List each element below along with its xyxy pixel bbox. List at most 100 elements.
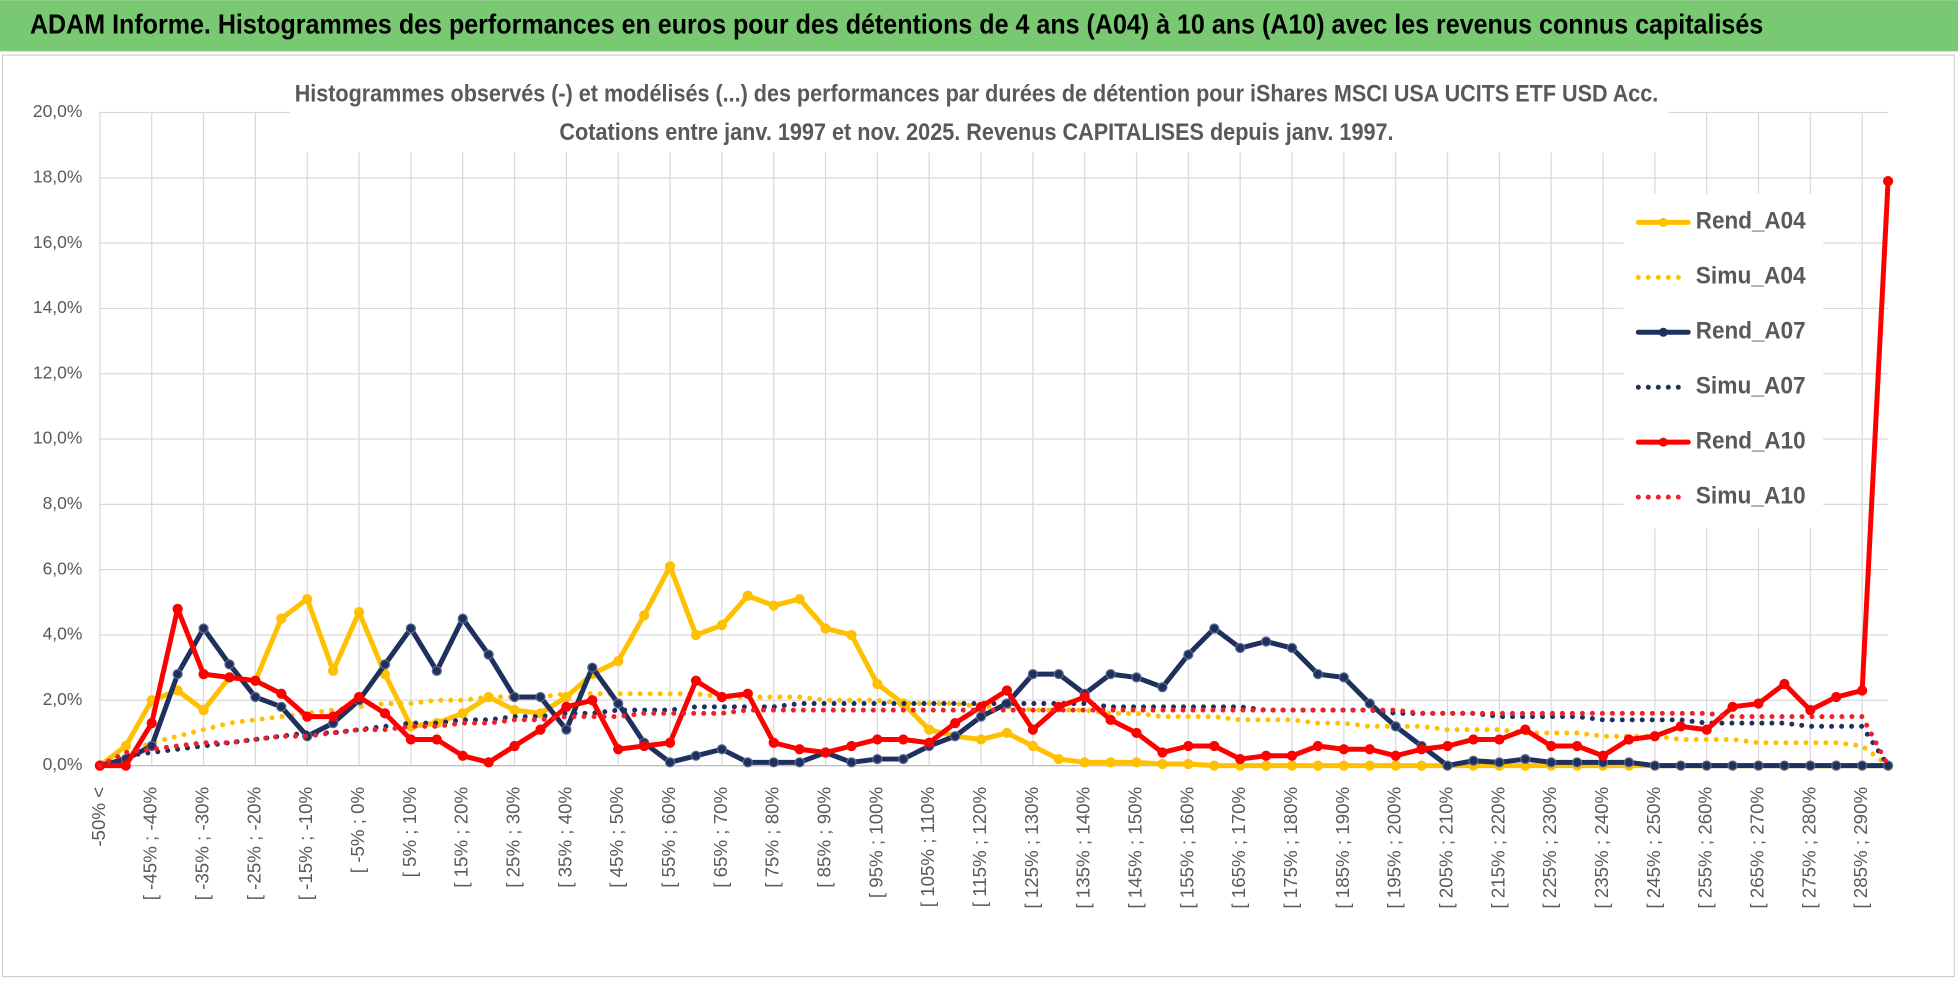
data-point [1286, 760, 1298, 771]
data-point [639, 740, 650, 752]
data-point [1390, 750, 1401, 761]
data-point [1209, 760, 1220, 771]
x-tick-label: [ -45% ; -40% [140, 787, 161, 900]
x-tick-label: [ 235% ; 240% [1591, 787, 1612, 909]
x-tick-label: [ 145% ; 150% [1124, 787, 1145, 909]
data-point [172, 603, 183, 614]
x-tick-label: [ 35% ; 40% [554, 787, 575, 888]
data-point [1027, 740, 1038, 752]
data-point [1312, 760, 1324, 771]
data-point [1312, 740, 1324, 752]
data-point [690, 629, 702, 641]
legend-marker [1658, 437, 1668, 447]
data-point [587, 695, 598, 706]
data-point [405, 623, 417, 634]
data-point [768, 600, 779, 611]
data-point [1390, 760, 1401, 771]
data-point [794, 757, 805, 768]
x-tick-label: [ 95% ; 100% [865, 787, 886, 898]
x-tick-label: [ -15% ; -10% [295, 787, 316, 900]
data-point [535, 724, 546, 735]
data-point [613, 655, 624, 667]
data-point [1235, 642, 1246, 654]
data-point [949, 718, 961, 729]
data-point [276, 688, 287, 699]
data-point [1416, 744, 1427, 755]
x-tick-label: [ 245% ; 250% [1643, 787, 1664, 909]
series-line [97, 563, 1891, 769]
y-tick-label: 2,0% [43, 689, 83, 709]
x-tick-label: [ 265% ; 270% [1746, 787, 1767, 909]
data-point [1183, 758, 1194, 770]
data-point [1442, 760, 1453, 771]
data-point [1649, 760, 1660, 771]
data-point [1649, 731, 1660, 742]
data-point [742, 590, 753, 601]
data-point [1857, 760, 1868, 771]
x-tick-label: [ 125% ; 130% [1021, 787, 1042, 909]
data-point [1468, 734, 1479, 745]
x-tick-label: [ 65% ; 70% [710, 787, 731, 888]
y-tick-label: 8,0% [43, 493, 83, 513]
x-tick-label: [ 25% ; 30% [503, 787, 524, 888]
data-point [613, 744, 624, 755]
title-bg [289, 77, 1669, 153]
data-point [949, 731, 961, 742]
data-point [1105, 714, 1116, 725]
data-point [1675, 721, 1686, 732]
legend-bg [1623, 193, 1824, 529]
data-point [1753, 760, 1764, 771]
data-point [457, 613, 468, 624]
data-point [250, 675, 261, 686]
data-point [820, 623, 831, 634]
data-point [561, 724, 572, 735]
data-point [509, 704, 520, 716]
x-tick-label: [ 185% ; 190% [1332, 787, 1353, 909]
data-point [1131, 672, 1142, 683]
data-point [1882, 760, 1894, 771]
x-tick-label: [ 155% ; 160% [1176, 787, 1197, 909]
data-point [664, 561, 676, 572]
x-tick-label: [ 55% ; 60% [658, 787, 679, 888]
data-point [690, 675, 702, 686]
data-point [794, 744, 805, 755]
data-point [302, 593, 313, 605]
data-point [431, 665, 442, 677]
data-point [1597, 750, 1609, 761]
x-tick-label: [ 105% ; 110% [917, 787, 938, 907]
legend-label: Simu_A07 [1696, 373, 1806, 399]
data-point [561, 701, 572, 712]
data-point [690, 750, 702, 761]
data-point [1546, 757, 1557, 768]
data-point [379, 659, 391, 670]
data-point [975, 734, 987, 745]
x-tick-label: [ -25% ; -20% [243, 787, 264, 900]
data-point [1157, 682, 1168, 693]
data-point [846, 629, 857, 641]
data-point [1338, 744, 1349, 755]
data-point [1520, 724, 1531, 735]
y-tick-label: 20,0% [33, 101, 83, 121]
data-point [820, 747, 831, 758]
data-point [716, 744, 727, 755]
data-point [1727, 760, 1738, 771]
data-point [1571, 740, 1583, 752]
data-point [1286, 750, 1298, 761]
data-point [1468, 755, 1479, 766]
x-tick-label: [ -5% ; 0% [347, 787, 368, 873]
y-tick-label: 14,0% [33, 297, 83, 317]
data-point [1260, 636, 1272, 647]
x-tick-label: [ 195% ; 200% [1384, 787, 1405, 909]
data-point [872, 753, 883, 765]
data-point [1805, 704, 1816, 716]
data-point [1390, 721, 1401, 732]
data-point [198, 669, 209, 680]
data-point [198, 623, 209, 634]
data-point [1701, 724, 1712, 735]
data-point [613, 698, 624, 709]
data-point [716, 620, 727, 631]
data-point [1571, 757, 1583, 768]
data-point [224, 672, 235, 683]
x-tick-label: [ 205% ; 210% [1435, 787, 1456, 909]
data-point [587, 662, 598, 673]
